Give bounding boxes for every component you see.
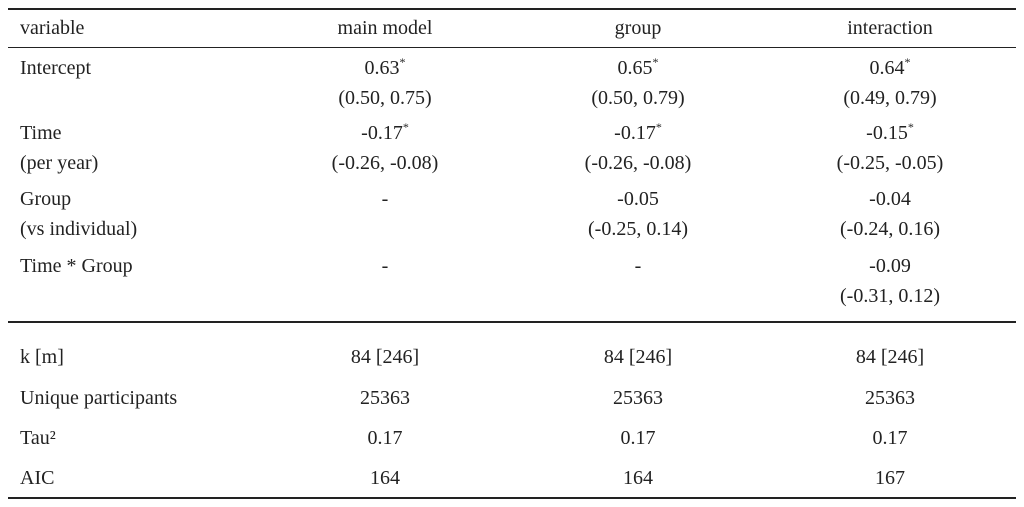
- estimate: -0.17*: [361, 121, 409, 145]
- confidence-interval: (0.49, 0.79): [843, 87, 937, 109]
- summary-label: Tau²: [20, 427, 56, 449]
- significance-mark: *: [907, 120, 914, 134]
- confidence-interval: (-0.25, 0.14): [588, 218, 688, 240]
- summary-cell: 0.17: [872, 427, 908, 449]
- row-label: Group: [20, 188, 72, 210]
- confidence-interval: (-0.26, -0.08): [584, 152, 692, 174]
- confidence-interval: (-0.25, -0.05): [836, 152, 944, 174]
- estimate: -0.05: [617, 187, 659, 211]
- estimate: 0.63*: [365, 56, 406, 80]
- estimate-value: -: [634, 255, 642, 277]
- estimate: -: [635, 254, 642, 278]
- summary-cell: 167: [875, 467, 905, 489]
- summary-cell: 164: [623, 467, 653, 489]
- confidence-interval: (0.50, 0.75): [338, 87, 432, 109]
- estimate-value: -0.09: [869, 255, 911, 277]
- confidence-interval: (-0.26, -0.08): [331, 152, 439, 174]
- estimate-value: 0.64: [869, 57, 905, 79]
- confidence-interval: (-0.24, 0.16): [840, 218, 940, 240]
- row-label: Time: [20, 122, 62, 144]
- header-cell: variable: [20, 17, 85, 39]
- summary-cell: 84 [246]: [855, 346, 925, 368]
- estimate: -0.09: [869, 254, 911, 278]
- significance-mark: *: [655, 120, 662, 134]
- estimate-value: -0.17: [614, 122, 656, 144]
- row-label: (per year): [20, 152, 99, 174]
- summary-cell: 25363: [865, 387, 915, 409]
- top-rule: [8, 8, 1016, 10]
- summary-cell: 25363: [360, 387, 410, 409]
- summary-label: k [m]: [20, 346, 64, 368]
- estimate: -0.04: [869, 187, 911, 211]
- estimate: -: [382, 187, 389, 211]
- mid-rule: [8, 321, 1016, 323]
- row-label: Intercept: [20, 57, 92, 79]
- estimate: -: [382, 254, 389, 278]
- significance-mark: *: [904, 55, 911, 69]
- summary-cell: 164: [370, 467, 400, 489]
- estimate-value: -0.15: [866, 122, 908, 144]
- confidence-interval: (-0.31, 0.12): [840, 285, 940, 307]
- summary-cell: 0.17: [367, 427, 403, 449]
- summary-label: Unique participants: [20, 387, 178, 409]
- summary-cell: 0.17: [620, 427, 656, 449]
- summary-cell: 25363: [613, 387, 663, 409]
- estimate: -0.15*: [866, 121, 914, 145]
- estimate-value: 0.63: [364, 57, 400, 79]
- row-label: (vs individual): [20, 218, 138, 240]
- estimate: 0.64*: [870, 56, 911, 80]
- estimate-value: -: [381, 188, 389, 210]
- summary-cell: 84 [246]: [350, 346, 420, 368]
- estimate: -0.17*: [614, 121, 662, 145]
- estimate-value: -0.17: [361, 122, 403, 144]
- significance-mark: *: [402, 120, 409, 134]
- estimate-value: 0.65: [617, 57, 653, 79]
- header-cell: group: [614, 17, 662, 39]
- header-cell: interaction: [847, 17, 933, 39]
- header-cell: main model: [337, 17, 433, 39]
- bottom-rule: [8, 497, 1016, 499]
- header-rule: [8, 47, 1016, 48]
- significance-mark: *: [652, 55, 659, 69]
- estimate-value: -0.05: [617, 188, 659, 210]
- estimate-value: -: [381, 255, 389, 277]
- estimate: 0.65*: [618, 56, 659, 80]
- summary-cell: 84 [246]: [603, 346, 673, 368]
- row-label: Time * Group: [20, 255, 133, 277]
- estimate-value: -0.04: [869, 188, 911, 210]
- significance-mark: *: [399, 55, 406, 69]
- confidence-interval: (0.50, 0.79): [591, 87, 685, 109]
- summary-label: AIC: [20, 467, 55, 489]
